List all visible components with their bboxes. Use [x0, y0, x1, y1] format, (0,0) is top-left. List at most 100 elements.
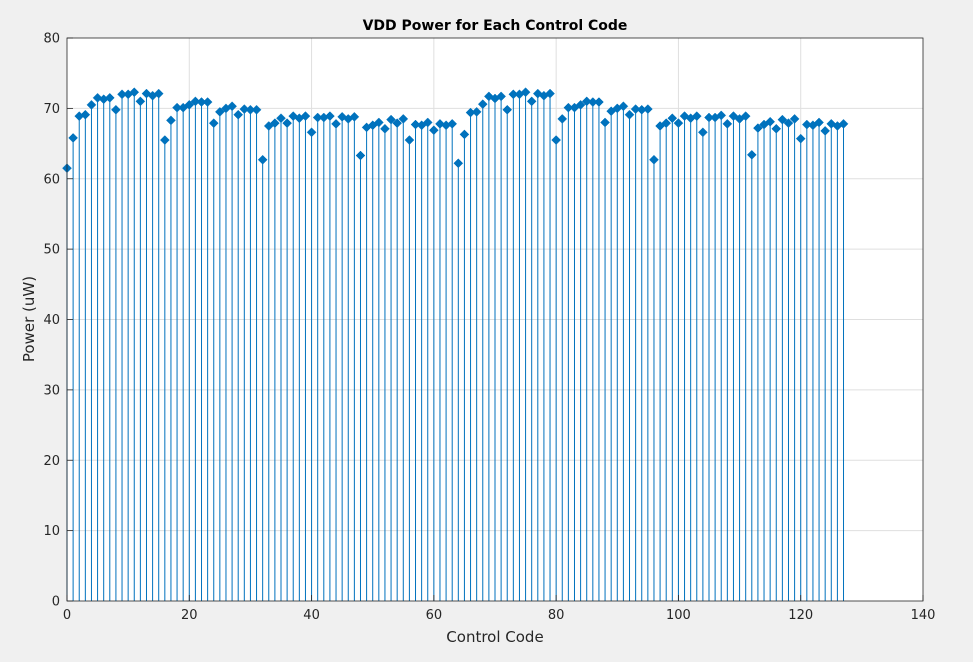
y-tick-label: 80 [43, 32, 60, 47]
stem-marker [502, 104, 513, 115]
stem-marker [746, 149, 757, 160]
stem-marker [600, 117, 610, 128]
y-tick-label: 50 [43, 243, 60, 258]
stem-marker [801, 119, 812, 130]
stem-marker [349, 111, 360, 122]
stem-marker [129, 87, 140, 98]
stem-marker [526, 96, 537, 107]
stem-marker [331, 119, 341, 129]
stem-marker [777, 114, 788, 125]
y-tick-label: 10 [43, 524, 60, 539]
stem-marker [698, 127, 708, 138]
stem-marker [765, 116, 775, 127]
stem-marker [447, 119, 458, 129]
stem-marker [355, 150, 366, 161]
stem-marker [551, 135, 561, 145]
stem-marker [80, 109, 91, 120]
stem-marker [422, 117, 433, 128]
stem-marker [630, 104, 641, 114]
stem-marker [208, 118, 219, 129]
y-tick-label: 60 [43, 172, 60, 187]
stem-marker [282, 118, 292, 129]
stem-marker [838, 119, 849, 129]
stem-marker [545, 88, 555, 99]
y-tick-label: 70 [43, 102, 60, 117]
stem-marker [227, 101, 237, 112]
y-tick-label: 20 [43, 454, 60, 469]
y-axis-ticks: 0 10 20 30 40 50 60 70 80 [43, 32, 73, 610]
stem-marker [575, 100, 586, 110]
x-tick-label: 120 [788, 608, 813, 623]
stem-marker [239, 104, 250, 114]
stem-marker [325, 111, 335, 121]
stem-marker [270, 118, 280, 129]
stem-marker [618, 101, 629, 112]
stem-marker [404, 135, 415, 145]
stem-marker [624, 109, 635, 120]
stem-marker [159, 135, 170, 145]
stem-marker [581, 96, 592, 107]
stem-marker [789, 114, 800, 124]
x-tick-label: 20 [181, 608, 198, 623]
stem-marker [68, 133, 78, 143]
stem-marker [667, 113, 678, 124]
stem-marker [673, 118, 684, 129]
stem-marker [520, 87, 531, 98]
stem-marker [795, 133, 806, 144]
y-tick-label: 40 [43, 313, 60, 328]
stem-marker [104, 92, 115, 103]
stem-marker [722, 119, 733, 129]
stem-marker [392, 118, 403, 129]
x-tick-label: 40 [303, 608, 320, 623]
stem-marker [300, 111, 311, 121]
stems [66, 92, 845, 601]
stem-marker [783, 118, 794, 129]
x-tick-label: 140 [911, 608, 936, 623]
stem-marker [661, 118, 672, 129]
stem-marker [190, 96, 201, 107]
stem-marker [771, 123, 782, 134]
x-tick-label: 60 [426, 608, 443, 623]
stem-marker [135, 96, 146, 107]
x-tick-label: 80 [548, 608, 565, 623]
stem-marker [111, 104, 121, 115]
stem-marker [233, 109, 244, 120]
stem-marker [594, 97, 604, 107]
y-tick-label: 0 [52, 595, 60, 610]
stem-marker [202, 97, 213, 107]
y-axis-label: Power (uW) [20, 276, 38, 362]
stem-marker [215, 107, 225, 117]
y-tick-label: 30 [43, 383, 60, 398]
stem-marker [814, 117, 824, 128]
stem-marker [251, 104, 262, 115]
stem-marker [373, 117, 384, 128]
stem-marker [153, 88, 164, 99]
x-tick-label: 100 [666, 608, 691, 623]
stem-marker [753, 123, 763, 133]
x-tick-label: 0 [63, 608, 71, 623]
stem-marker [820, 126, 831, 136]
stem-marker [306, 127, 317, 138]
stem-marker [276, 113, 286, 124]
stem-marker [643, 104, 653, 114]
stem-marker [477, 99, 488, 110]
stem-marker [386, 114, 396, 125]
stem-marker [86, 100, 97, 110]
x-axis-label: Control Code [446, 628, 543, 646]
stem-marker [184, 100, 195, 110]
stem-marker [471, 107, 482, 117]
markers [62, 87, 849, 174]
stem-marker [459, 129, 470, 140]
stem-marker [453, 158, 464, 169]
chart-title: VDD Power for Each Control Code [363, 18, 628, 34]
stem-marker [410, 119, 421, 130]
stem-marker [257, 154, 268, 165]
stem-marker [496, 91, 506, 102]
x-axis-ticks: 0 20 40 60 80 100 120 140 [63, 595, 936, 623]
stem-marker [398, 114, 409, 124]
stem-marker [691, 111, 702, 121]
stem-marker [380, 123, 390, 134]
stem-marker [557, 114, 568, 124]
stem-marker [716, 110, 727, 121]
